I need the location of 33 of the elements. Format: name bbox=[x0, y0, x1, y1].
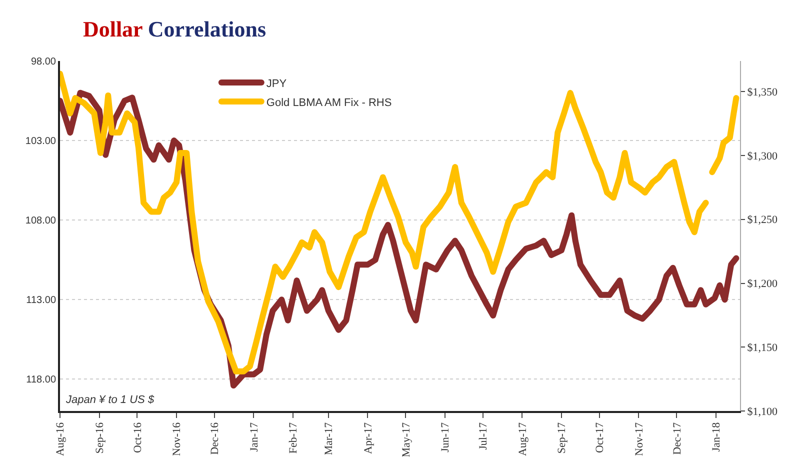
y2-tick-label: $1,100 bbox=[747, 406, 778, 418]
y2-tick-label: $1,250 bbox=[747, 214, 778, 226]
y2-tick-label: $1,350 bbox=[747, 86, 778, 99]
legend-label: JPY bbox=[266, 78, 288, 90]
x-tick-label: Jun-17 bbox=[440, 422, 452, 452]
x-tick-label: Jan-17 bbox=[248, 422, 260, 452]
x-tick-label: Oct-16 bbox=[132, 422, 144, 453]
x-tick-label: Feb-17 bbox=[288, 422, 300, 454]
y-tick-label: 103.00 bbox=[25, 136, 56, 148]
x-tick-label: Aug-17 bbox=[516, 422, 529, 456]
x-tick-label: Sep-16 bbox=[94, 422, 106, 454]
y2-tick-label: $1,300 bbox=[747, 150, 778, 162]
x-tick-label: Nov-17 bbox=[633, 422, 646, 456]
x-tick-label: Oct-17 bbox=[594, 422, 606, 453]
x-tick-label: Nov-16 bbox=[171, 422, 184, 456]
x-tick-label: Dec-16 bbox=[209, 422, 222, 455]
x-tick-label: May-17 bbox=[400, 422, 412, 458]
y2-tick-label: $1,200 bbox=[747, 278, 778, 290]
x-tick-label: Aug-16 bbox=[54, 422, 67, 456]
x-tick-label: Mar-17 bbox=[323, 422, 336, 456]
x-tick-label: Sep-17 bbox=[556, 422, 568, 454]
y-tick-label: 118.00 bbox=[26, 374, 56, 386]
x-tick-label: Jul-17 bbox=[478, 422, 490, 450]
annotation: Japan ¥ to 1 US $ bbox=[65, 394, 155, 406]
y2-tick-label: $1,150 bbox=[747, 342, 778, 354]
y-tick-label: 113.00 bbox=[26, 295, 56, 306]
y-tick-label: 108.00 bbox=[25, 216, 56, 227]
legend-label: Gold LBMA AM Fix - RHS bbox=[266, 96, 392, 109]
x-tick-label: Apr-17 bbox=[362, 422, 374, 454]
chart-title: Dollar Correlations bbox=[82, 16, 267, 42]
y-tick-label: 98.00 bbox=[30, 56, 56, 68]
x-tick-label: Jan-18 bbox=[710, 422, 723, 452]
x-tick-label: Dec-17 bbox=[671, 422, 684, 455]
